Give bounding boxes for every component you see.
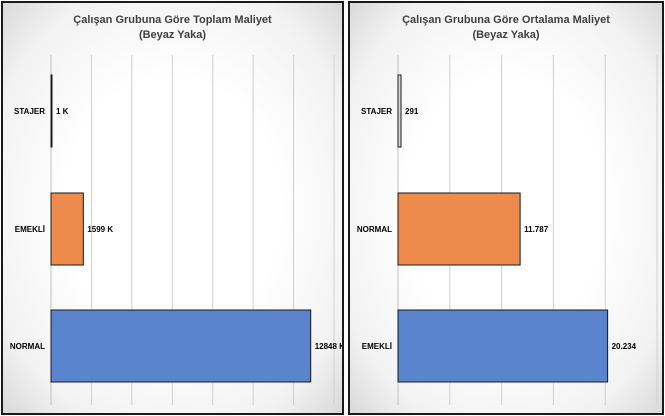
total-cost-chart-panel: Çalışan Grubuna Göre Toplam Maliyet (Bey…: [1, 1, 344, 415]
chart-subtitle: (Beyaz Yaka): [472, 29, 540, 41]
bar-stajer: [397, 74, 402, 148]
value-label: 12848 K: [315, 342, 342, 351]
value-label: 1 K: [56, 107, 69, 116]
bar-stajer: [50, 74, 53, 148]
total-cost-chart-title: Çalışan Grubuna Göre Toplam Maliyet (Bey…: [3, 13, 342, 43]
bar-emekli̇: [50, 192, 84, 266]
category-label: STAJER: [361, 107, 392, 116]
average-cost-chart-title: Çalışan Grubuna Göre Ortalama Maliyet (B…: [350, 13, 662, 43]
total-cost-bar-chart: STAJER 1 K EMEKLİ 1599 K NORMAL 12848 K: [10, 55, 342, 405]
average-cost-chart-panel: Çalışan Grubuna Göre Ortalama Maliyet (B…: [348, 1, 664, 415]
average-cost-bar-chart: STAJER 291 NORMAL 11.787 EMEKLİ 20.234: [357, 55, 658, 405]
value-label: 11.787: [524, 225, 549, 234]
chart-title-main: Çalışan Grubuna Göre Ortalama Maliyet: [402, 14, 610, 26]
value-label: 20.234: [612, 342, 637, 351]
category-label: NORMAL: [10, 342, 45, 351]
bar-emekli̇: [397, 309, 609, 383]
category-label: EMEKLİ: [362, 342, 392, 351]
category-label: NORMAL: [357, 225, 392, 234]
chart-subtitle: (Beyaz Yaka): [138, 29, 207, 41]
chart-title-main: Çalışan Grubuna Göre Toplam Maliyet: [73, 14, 272, 26]
category-label: EMEKLİ: [15, 225, 45, 234]
category-label: STAJER: [14, 107, 45, 116]
bar-normal: [50, 309, 312, 383]
value-label: 291: [405, 107, 419, 116]
bar-normal: [397, 192, 521, 266]
value-label: 1599 K: [87, 225, 113, 234]
